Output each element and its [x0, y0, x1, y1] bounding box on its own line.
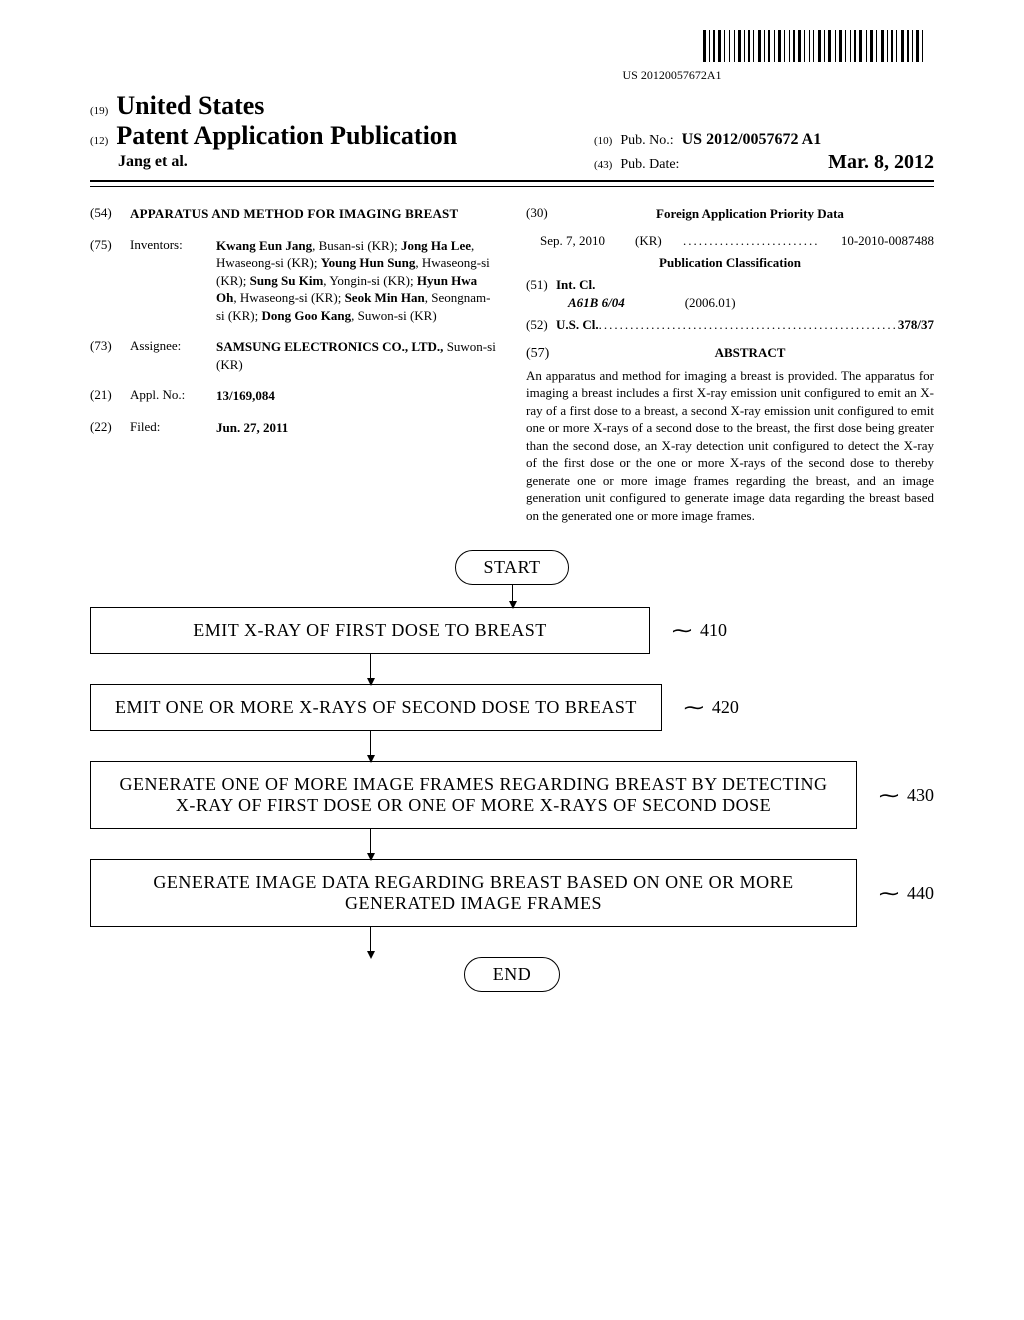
pub-type: Patent Application Publication [116, 121, 457, 151]
flow-arrow [370, 654, 371, 684]
intcl-class: A61B 6/04 [556, 295, 625, 311]
country-code: (19) [90, 105, 108, 117]
flow-step: EMIT ONE OR MORE X-RAYS OF SECOND DOSE T… [90, 684, 662, 731]
foreign-num: 10-2010-0087488 [841, 233, 934, 249]
flowchart: START EMIT X-RAY OF FIRST DOSE TO BREAST… [90, 550, 934, 992]
intcl-code: (51) [526, 277, 556, 293]
pub-no-code: (10) [594, 135, 612, 147]
intcl-label: Int. Cl. [556, 277, 595, 292]
abstract-code: (57) [526, 346, 556, 362]
dots: ........................................… [599, 317, 898, 333]
flow-step: EMIT X-RAY OF FIRST DOSE TO BREAST [90, 607, 650, 654]
foreign-cc: (KR) [635, 233, 662, 249]
assignee-code: (73) [90, 338, 120, 373]
pub-type-code: (12) [90, 135, 108, 147]
filed-code: (22) [90, 419, 120, 437]
uscl-value: 378/37 [898, 317, 934, 332]
intcl-year: (2006.01) [685, 295, 736, 311]
filed-label: Filed: [130, 419, 206, 437]
flow-step-row: GENERATE IMAGE DATA REGARDING BREAST BAS… [90, 859, 934, 927]
assignee-value: SAMSUNG ELECTRONICS CO., LTD., Suwon-si … [216, 338, 498, 373]
applno-label: Appl. No.: [130, 387, 206, 405]
foreign-heading: Foreign Application Priority Data [566, 205, 934, 223]
barcode-text: US 20120057672A1 [622, 68, 721, 83]
divider [90, 186, 934, 187]
inventors-label: Inventors: [130, 237, 206, 325]
foreign-code: (30) [526, 205, 556, 229]
flow-arrow [512, 585, 513, 607]
pub-date: Mar. 8, 2012 [828, 151, 934, 174]
inventors-code: (75) [90, 237, 120, 325]
title-code: (54) [90, 205, 120, 223]
flow-step: GENERATE ONE OF MORE IMAGE FRAMES REGARD… [90, 761, 857, 829]
flow-start: START [455, 550, 570, 585]
barcode [703, 30, 926, 62]
flow-step-ref: ⁓430 [879, 783, 934, 808]
flow-end: END [464, 957, 561, 992]
foreign-date: Sep. 7, 2010 [540, 233, 605, 249]
applno-code: (21) [90, 387, 120, 405]
flow-arrow [370, 731, 371, 761]
flow-step-ref: ⁓420 [684, 695, 739, 720]
abstract-text: An apparatus and method for imaging a br… [526, 367, 934, 525]
authors-line: Jang et al. [118, 153, 574, 171]
uscl-code: (52) [526, 317, 556, 333]
applno-value: 13/169,084 [216, 387, 498, 405]
flow-step-row: EMIT ONE OR MORE X-RAYS OF SECOND DOSE T… [90, 684, 934, 731]
pub-no-label: Pub. No.: [620, 133, 673, 149]
flow-arrow [370, 927, 371, 957]
classification-heading: Publication Classification [526, 255, 934, 271]
flow-step-ref: ⁓440 [879, 881, 934, 906]
assignee-name: SAMSUNG ELECTRONICS CO., LTD., [216, 339, 443, 354]
abstract-label: ABSTRACT [566, 345, 934, 361]
uscl-label: U.S. Cl. [556, 317, 599, 332]
flow-step-row: GENERATE ONE OF MORE IMAGE FRAMES REGARD… [90, 761, 934, 829]
country: United States [116, 91, 264, 121]
pub-date-label: Pub. Date: [620, 157, 679, 173]
flow-step: GENERATE IMAGE DATA REGARDING BREAST BAS… [90, 859, 857, 927]
invention-title: APPARATUS AND METHOD FOR IMAGING BREAST [130, 205, 498, 223]
filed-value: Jun. 27, 2011 [216, 419, 498, 437]
assignee-label: Assignee: [130, 338, 206, 373]
flow-arrow [370, 829, 371, 859]
inventors-list: Kwang Eun Jang, Busan-si (KR); Jong Ha L… [216, 237, 498, 325]
dots: .......................... [668, 233, 835, 249]
flow-step-row: EMIT X-RAY OF FIRST DOSE TO BREAST ⁓410 [90, 607, 934, 654]
flow-step-ref: ⁓410 [672, 618, 727, 643]
pub-date-code: (43) [594, 159, 612, 171]
pub-no: US 2012/0057672 A1 [682, 131, 822, 149]
